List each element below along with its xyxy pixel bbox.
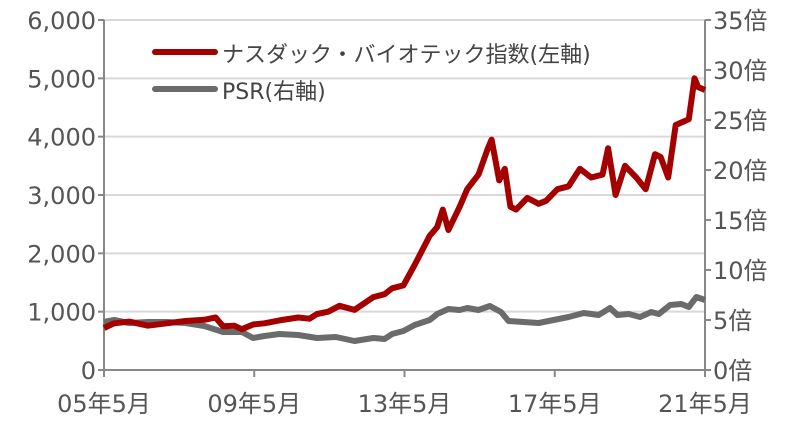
- left-axis-tick-label: 5,000: [27, 65, 96, 93]
- left-axis-tick-label: 2,000: [27, 240, 96, 268]
- right-axis-tick-label: 30倍: [713, 57, 768, 85]
- series-line-psr: [103, 294, 706, 344]
- left-axis-tick-label: 4,000: [27, 124, 96, 152]
- left-axis-tick-label: 3,000: [27, 182, 96, 210]
- right-axis-tick-label: 20倍: [713, 157, 768, 185]
- left-axis-tick-label: 1,000: [27, 299, 96, 327]
- right-axis-tick-label: 5倍: [713, 307, 752, 335]
- left-axis-tick-label: 6,000: [27, 7, 96, 35]
- right-axis-tick-label: 25倍: [713, 107, 768, 135]
- axes: 0 1,000 2,000 3,000 4,000 5,000 6,000 0倍 5倍 10倍 15…: [27, 7, 767, 418]
- right-axis-tick-label: 15倍: [713, 207, 768, 235]
- series-lines: [102, 75, 707, 344]
- series-line-biotech: [102, 75, 707, 333]
- x-axis-tick-label: 21年5月: [658, 390, 752, 418]
- left-axis-tick-label: 0: [81, 357, 96, 385]
- right-axis-tick-label: 35倍: [713, 7, 768, 35]
- right-axis-tick-label: 10倍: [713, 257, 768, 285]
- legend: ナスダック・バイオテック指数(左軸) PSR(右軸): [152, 43, 591, 105]
- legend-label-psr: PSR(右軸): [222, 80, 326, 105]
- x-axis-tick-label: 13年5月: [358, 390, 452, 418]
- x-axis-tick-label: 05年5月: [57, 390, 151, 418]
- legend-label-biotech: ナスダック・バイオテック指数(左軸): [222, 43, 591, 68]
- x-axis-tick-label: 17年5月: [508, 390, 602, 418]
- x-axis-tick-label: 09年5月: [207, 390, 301, 418]
- right-axis-tick-label: 0倍: [713, 357, 752, 385]
